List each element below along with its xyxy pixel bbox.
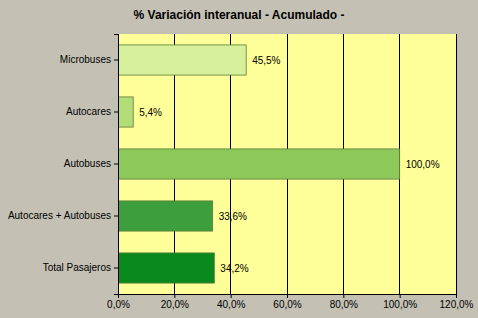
tick-mark [174, 294, 175, 298]
bar [118, 45, 246, 75]
tick-mark [400, 294, 401, 298]
category-label: Microbuses [60, 54, 111, 65]
tick-mark [114, 268, 118, 269]
tick: Autobuses [64, 158, 118, 169]
y-axis: Microbuses Autocares Autobuses Autocares + … [8, 35, 119, 295]
data-labels: 45,5% 5,4% 100,0% 33,6% 34,2% [139, 55, 439, 274]
chart: % Variación interanual - Acumulado - 0,0%… [0, 0, 478, 318]
tick-mark [287, 294, 288, 298]
data-label: 45,5% [252, 55, 280, 66]
plot-area [118, 34, 456, 294]
axis-line [114, 35, 119, 295]
tick: Microbuses [60, 54, 118, 65]
tick: 120,0% [440, 294, 474, 310]
title: % Variación interanual - Acumulado - [134, 8, 345, 22]
data-label: 100,0% [406, 159, 440, 170]
bar [118, 253, 214, 283]
axis-line [119, 295, 457, 299]
grid-line [456, 34, 457, 294]
tick-label: 80,0% [330, 299, 358, 310]
grid [118, 34, 456, 294]
tick: Autocares + Autobuses [8, 210, 118, 221]
tick-mark [231, 294, 232, 298]
tick: 100,0% [383, 294, 417, 310]
tick-label: 20,0% [161, 299, 189, 310]
background [0, 0, 478, 318]
tick: 20,0% [161, 294, 189, 310]
bars [118, 45, 400, 283]
category-label: Autocares [66, 106, 111, 117]
bar [118, 149, 400, 179]
tick-label: 0,0% [107, 299, 130, 310]
category-label: Autocares + Autobuses [8, 210, 111, 221]
tick: Total Pasajeros [43, 262, 118, 273]
tick: Autocares [66, 106, 118, 117]
tick-mark [114, 60, 118, 61]
tick: 40,0% [217, 294, 245, 310]
category-label: Total Pasajeros [43, 262, 111, 273]
tick-mark [114, 216, 118, 217]
data-label: 34,2% [220, 263, 248, 274]
data-label: 5,4% [139, 107, 162, 118]
x-axis: 0,0% 20,0% 40,0% 60,0% 80,0% 100,0% 120,0% [107, 294, 473, 310]
tick-mark [114, 164, 118, 165]
bar [118, 201, 213, 231]
tick-mark [114, 112, 118, 113]
tick-label: 60,0% [273, 299, 301, 310]
plot: 0,0% 20,0% 40,0% 60,0% 80,0% 100,0% 120,0% Micr… [8, 34, 474, 310]
tick-label: 100,0% [383, 299, 417, 310]
tick-mark [343, 294, 344, 298]
tick-label: 40,0% [217, 299, 245, 310]
tick: 80,0% [330, 294, 358, 310]
tick: 0,0% [107, 294, 130, 310]
tick: 60,0% [273, 294, 301, 310]
tick-label: 120,0% [440, 299, 474, 310]
tick-mark [456, 294, 457, 298]
category-label: Autobuses [64, 158, 111, 169]
bar [118, 97, 133, 127]
data-label: 33,6% [219, 211, 247, 222]
